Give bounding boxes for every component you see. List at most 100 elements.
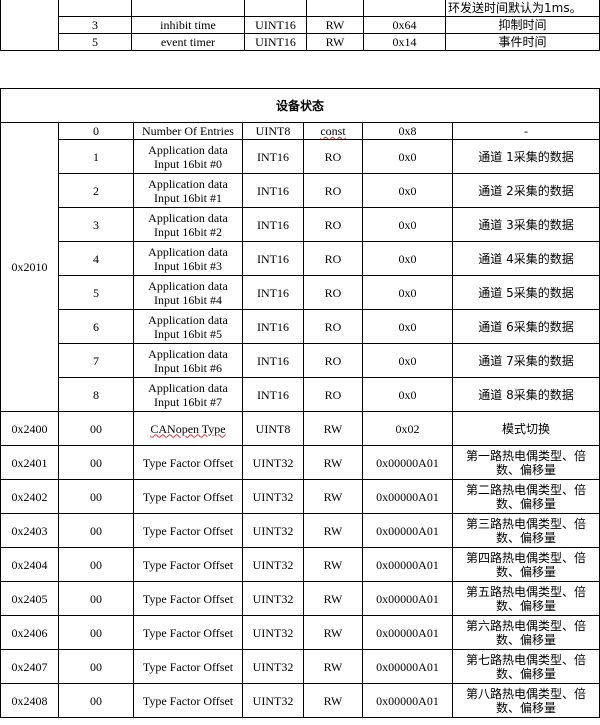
name-cell: Application data Input 16bit #1: [133, 173, 243, 208]
device-status-table: 设备状态 0x2010 0 Number Of Entries UINT8 const 0…: [0, 88, 600, 718]
table-row: 0x2408 00 Type Factor Offset UINT32 RW 0x0000…: [0, 683, 600, 718]
default-cell: 0x00000A01: [362, 513, 453, 548]
sub-cell: 5: [58, 275, 134, 310]
index-cell: 0x2403: [0, 513, 59, 548]
sub-cell: 1: [58, 139, 134, 174]
default-cell: 0x0: [362, 343, 453, 378]
default-cell: 0x0: [362, 275, 453, 310]
name-cell: Application data Input 16bit #6: [133, 343, 243, 378]
default-cell: 0x0: [362, 173, 453, 208]
default-cell: 0x00000A01: [362, 649, 453, 684]
type-cell: UINT32: [242, 581, 304, 616]
default-cell: 0x0: [362, 241, 453, 276]
table-row: 3 inhibit time UINT16 RW 0x64 抑制时间: [1, 16, 600, 34]
note-cell: 环发送时间默认为1ms。: [445, 0, 600, 17]
sub-cell: 6: [58, 309, 134, 344]
type-cell: UINT32: [242, 445, 304, 480]
table-row: 0x2401 00 Type Factor Offset UINT32 RW 0x0000…: [0, 445, 600, 480]
access-cell: RO: [303, 207, 363, 242]
type-cell: UINT16: [244, 33, 307, 51]
type-cell: INT16: [242, 309, 304, 344]
index-cell: 0x2405: [0, 581, 59, 616]
name-cell: Number Of Entries: [133, 122, 243, 140]
access-cell: RO: [303, 173, 363, 208]
desc-cell: 通道 7采集的数据: [452, 343, 600, 378]
index-cell: 0x2402: [0, 479, 59, 514]
default-cell: 0x00000A01: [362, 547, 453, 582]
default-cell: 0x0: [362, 377, 453, 412]
desc-cell: 第六路热电偶类型、倍数、偏移量: [452, 615, 600, 650]
sub-cell: 00: [58, 513, 134, 548]
type-cell: UINT32: [242, 479, 304, 514]
desc-cell: 第二路热电偶类型、倍数、偏移量: [452, 479, 600, 514]
index-cell: 0x2010: [0, 122, 59, 412]
table-title: 设备状态: [0, 88, 600, 123]
access-cell: RW: [306, 16, 364, 34]
name-cell: Type Factor Offset: [133, 581, 243, 616]
name-cell: event timer: [131, 33, 245, 51]
type-cell: UINT32: [242, 615, 304, 650]
type-cell: UINT32: [242, 547, 304, 582]
sub-cell: 3: [58, 207, 134, 242]
sub-cell: 00: [58, 547, 134, 582]
index-cell: 0x2406: [0, 615, 59, 650]
table-row: 2 Application data Input 16bit #1 INT16 RO 0…: [1, 173, 600, 208]
index-cell: 0x2401: [0, 445, 59, 480]
sub-cell: 00: [58, 479, 134, 514]
table-row: 0x2407 00 Type Factor Offset UINT32 RW 0x0000…: [0, 649, 600, 684]
access-cell: RW: [303, 513, 363, 548]
default-cell: 0x00000A01: [362, 479, 453, 514]
index-cell: 0x2400: [0, 411, 59, 446]
access-cell: RO: [303, 139, 363, 174]
access-cell: RW: [303, 479, 363, 514]
table-row: 3 Application data Input 16bit #2 INT16 RO 0…: [1, 207, 600, 242]
type-cell: UINT32: [242, 683, 304, 718]
desc-cell: 通道 5采集的数据: [452, 275, 600, 310]
desc-cell: 通道 6采集的数据: [452, 309, 600, 344]
access-cell: RW: [303, 615, 363, 650]
sub-cell: 7: [58, 343, 134, 378]
access-cell: RO: [303, 309, 363, 344]
table-row: 0x2405 00 Type Factor Offset UINT32 RW 0x0000…: [0, 581, 600, 616]
access-cell: RO: [303, 275, 363, 310]
sub-cell: 2: [58, 173, 134, 208]
type-cell: INT16: [242, 139, 304, 174]
name-cell: Type Factor Offset: [133, 683, 243, 718]
desc-cell: 第八路热电偶类型、倍数、偏移量: [452, 683, 600, 718]
desc-cell: 模式切换: [452, 411, 600, 446]
type-cell: INT16: [242, 377, 304, 412]
default-cell: 0x64: [363, 16, 446, 34]
desc-cell: 第三路热电偶类型、倍数、偏移量: [452, 513, 600, 548]
desc-cell: 事件时间: [445, 33, 600, 51]
name-cell: Application data Input 16bit #7: [133, 377, 243, 412]
table-row: 0x2406 00 Type Factor Offset UINT32 RW 0x0000…: [0, 615, 600, 650]
desc-cell: 抑制时间: [445, 16, 600, 34]
table-row: 5 event timer UINT16 RW 0x14 事件时间: [1, 33, 600, 51]
desc-cell: 通道 3采集的数据: [452, 207, 600, 242]
default-cell: 0x0: [362, 207, 453, 242]
type-cell: INT16: [242, 173, 304, 208]
type-cell: UINT32: [242, 649, 304, 684]
sub-cell: 4: [58, 241, 134, 276]
access-cell: const: [303, 122, 363, 140]
access-cell: RO: [303, 241, 363, 276]
default-cell: 0x00000A01: [362, 445, 453, 480]
access-cell: RW: [303, 649, 363, 684]
sub-cell: 8: [58, 377, 134, 412]
previous-table: 环发送时间默认为1ms。 3 inhibit time UINT16 RW 0x64 抑制…: [0, 0, 600, 51]
table-row: 0x2402 00 Type Factor Offset UINT32 RW 0x0000…: [0, 479, 600, 514]
name-cell: Type Factor Offset: [133, 615, 243, 650]
table-row: 8 Application data Input 16bit #7 INT16 RO 0…: [1, 377, 600, 412]
default-cell: 0x0: [362, 309, 453, 344]
name-cell: Type Factor Offset: [133, 445, 243, 480]
name-cell: inhibit time: [131, 16, 245, 34]
default-cell: 0x14: [363, 33, 446, 51]
desc-cell: 通道 2采集的数据: [452, 173, 600, 208]
name-cell: Application data Input 16bit #3: [133, 241, 243, 276]
index-cell: 0x2404: [0, 547, 59, 582]
access-cell: RW: [303, 547, 363, 582]
type-cell: UINT16: [244, 16, 307, 34]
default-cell: 0x00000A01: [362, 581, 453, 616]
sub-cell: 00: [58, 615, 134, 650]
default-cell: 0x0: [362, 139, 453, 174]
